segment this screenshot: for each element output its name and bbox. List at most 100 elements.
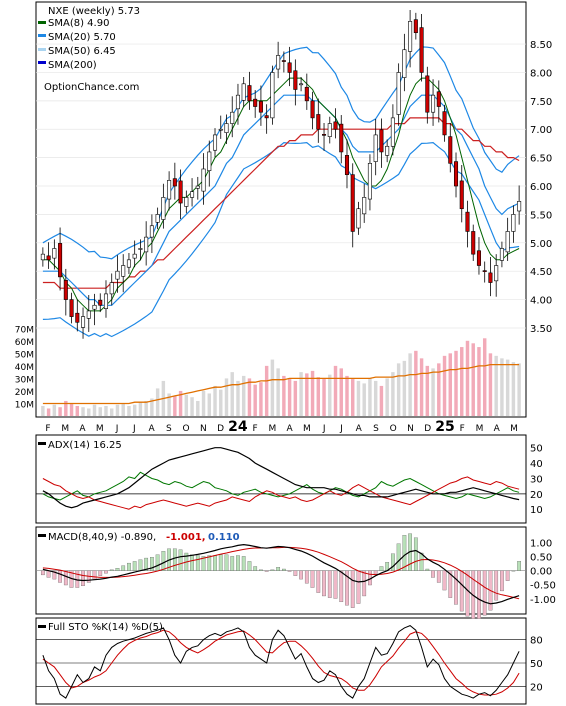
volume-bar <box>517 363 521 416</box>
price-candle <box>459 180 464 210</box>
macd-hist-value: 0.110 <box>208 532 240 543</box>
macd-histogram-bar <box>63 570 68 586</box>
price-tick-label: 7.50 <box>530 97 552 108</box>
volume-bar <box>425 365 430 416</box>
sto-tick-label: 50 <box>530 659 543 670</box>
macd-histogram-bar <box>299 570 303 580</box>
volume-bar <box>419 358 424 416</box>
macd-histogram-bar <box>287 570 292 572</box>
price-candle <box>264 115 269 119</box>
sma8-swatch <box>38 21 46 24</box>
price-candle <box>270 72 275 119</box>
year-label: 24 <box>228 419 248 435</box>
price-candle <box>103 293 109 309</box>
price-candle <box>499 248 504 261</box>
price-candle <box>379 129 384 153</box>
month-label: J <box>322 424 326 434</box>
month-label: J <box>132 424 136 434</box>
price-tick-label: 6.00 <box>530 182 552 193</box>
price-candle <box>144 236 149 253</box>
macd-histogram-bar <box>431 570 435 578</box>
price-candle <box>402 49 407 78</box>
adx-legend: ADX(14) 16.25 <box>38 440 122 451</box>
price-candle <box>241 83 246 101</box>
month-label: J <box>115 424 119 434</box>
month-label: F <box>460 424 465 434</box>
volume-bar <box>482 338 487 416</box>
volume-bar <box>264 365 269 416</box>
macd-histogram-bar <box>92 570 97 580</box>
macd-histogram-bar <box>391 553 395 571</box>
volume-bar <box>310 370 315 416</box>
macd-histogram-bar <box>293 570 298 576</box>
price-tick-label: 8.00 <box>530 68 552 79</box>
month-label: O <box>390 424 397 434</box>
volume-bar <box>150 398 154 416</box>
volume-bar <box>494 355 498 416</box>
volume-bar <box>241 375 246 416</box>
volume-bar <box>115 404 120 416</box>
sto-swatch <box>38 625 46 628</box>
price-candle <box>258 101 263 113</box>
volume-bar <box>207 393 211 416</box>
volume-bar <box>253 384 257 416</box>
month-label: A <box>494 424 501 434</box>
macd-histogram-bar <box>500 570 504 592</box>
month-label: M <box>303 424 311 434</box>
sto-tick-label: 20 <box>530 682 543 693</box>
macd-histogram-bar <box>155 554 160 571</box>
volume-bar <box>98 407 102 416</box>
month-label: M <box>268 424 276 434</box>
price-candle <box>293 70 298 90</box>
volume-bar <box>155 388 160 416</box>
volume-bar <box>448 353 452 416</box>
legend-sma8: SMA(8) 4.90 <box>48 18 109 29</box>
price-candle <box>281 60 286 62</box>
price-candle <box>207 151 212 171</box>
price-candle <box>109 282 114 295</box>
price-candle <box>316 114 321 130</box>
volume-bar <box>488 353 493 416</box>
macd-histogram-bar <box>436 570 441 583</box>
volume-bar <box>201 390 206 416</box>
macd-histogram-bar <box>115 568 120 571</box>
macd-histogram-bar <box>213 555 217 571</box>
volume-bar <box>368 378 372 416</box>
price-candle <box>115 270 120 280</box>
price-candle <box>235 94 240 110</box>
price-candle <box>356 208 361 229</box>
volume-tick-label: 20M <box>15 388 34 398</box>
volume-bar <box>167 393 171 416</box>
macd-histogram-bar <box>310 570 315 588</box>
macd-histogram-bar <box>138 559 143 571</box>
volume-bar <box>236 380 240 416</box>
volume-tick-label: 70M <box>15 325 34 335</box>
macd-histogram-bar <box>494 570 499 601</box>
year-label: 25 <box>435 419 454 435</box>
adx-tick-label: 30 <box>530 474 543 485</box>
price-candle <box>333 121 338 130</box>
price-candle <box>505 231 510 253</box>
macd-histogram-bar <box>144 557 149 571</box>
macd-signal-value: -1.001, <box>166 532 206 543</box>
macd-histogram-bar <box>477 570 481 619</box>
price-candle <box>373 134 378 162</box>
volume-tick-label: 60M <box>15 338 34 348</box>
macd-histogram-bar <box>373 570 378 575</box>
macd-histogram-bar <box>178 549 183 571</box>
macd-histogram-bar <box>81 570 85 587</box>
macd-histogram-bar <box>172 548 177 571</box>
sma8-line <box>42 77 520 312</box>
volume-bar <box>408 353 412 416</box>
macd-histogram-bar <box>207 555 212 571</box>
price-candle <box>448 136 453 164</box>
macd-histogram-bar <box>46 570 51 578</box>
volume-bar <box>259 382 263 416</box>
macd-histogram-bar <box>253 566 258 571</box>
month-label: N <box>200 424 207 434</box>
macd-histogram-bar <box>442 570 447 591</box>
price-candle <box>161 197 166 220</box>
price-legend: NXE (weekly) 5.73 SMA(8) 4.90 SMA(20) 5.… <box>38 6 140 93</box>
macd-histogram-bar <box>264 570 269 572</box>
price-candle <box>63 279 68 300</box>
